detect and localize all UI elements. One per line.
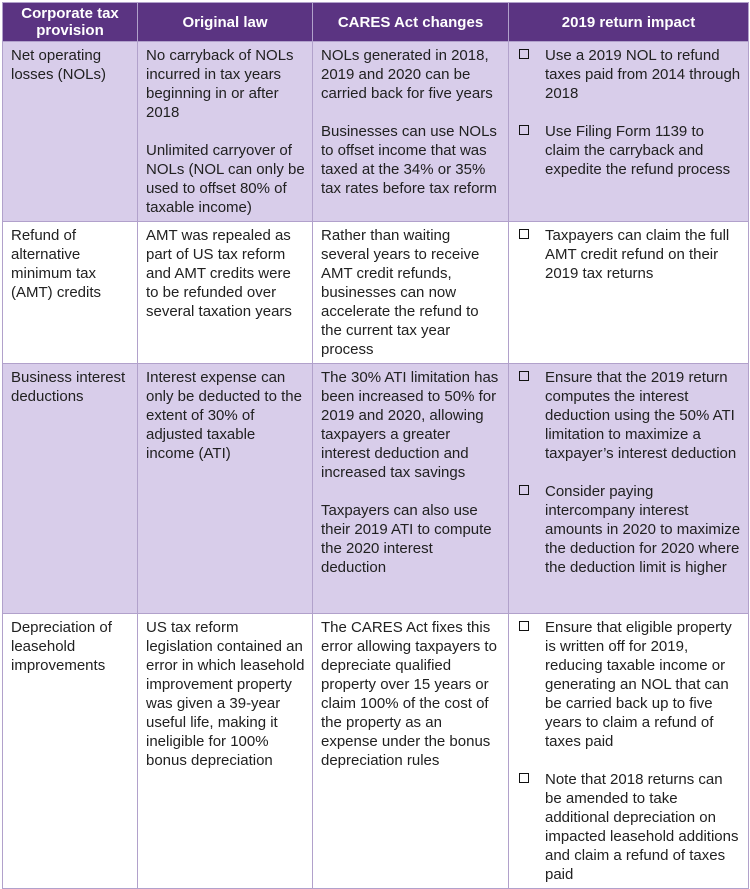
checklist-item-text: Ensure that the 2019 return computes the… bbox=[545, 369, 737, 462]
paragraph: The CARES Act fixes this error allowing … bbox=[321, 619, 497, 769]
cell-cares-changes: The 30% ATI limitation has been increase… bbox=[312, 363, 509, 614]
checklist-item: Consider paying intercompany interest am… bbox=[517, 482, 741, 577]
checklist-item-text: Note that 2018 returns can be amended to… bbox=[545, 771, 739, 883]
checklist-item: Note that 2018 returns can be amended to… bbox=[517, 770, 741, 884]
table-row-amt-credits: Refund of alternative minimum tax (AMT) … bbox=[2, 221, 749, 364]
paragraph: US tax reform legislation contained an e… bbox=[146, 619, 305, 769]
column-header-cares-act-changes: CARES Act changes bbox=[312, 2, 509, 42]
checklist-item-text: Ensure that eligible property is written… bbox=[545, 619, 732, 750]
checklist-item: Ensure that eligible property is written… bbox=[517, 618, 741, 751]
checkbox-icon bbox=[519, 371, 529, 381]
cell-original-law: US tax reform legislation contained an e… bbox=[137, 613, 313, 889]
provision-label: Net operating losses (NOLs) bbox=[11, 47, 107, 83]
column-header-corporate-tax-provision: Corporate tax provision bbox=[2, 2, 138, 42]
table-row-leasehold-depreciation: Depreciation of leasehold improvements U… bbox=[2, 613, 749, 889]
column-header-2019-return-impact: 2019 return impact bbox=[508, 2, 749, 42]
column-header-original-law: Original law bbox=[137, 2, 313, 42]
checklist-item: Taxpayers can claim the full AMT credit … bbox=[517, 226, 741, 283]
cell-return-impact: Ensure that the 2019 return computes the… bbox=[508, 363, 749, 614]
checkbox-icon bbox=[519, 49, 529, 59]
paragraph: Taxpayers can also use their 2019 ATI to… bbox=[321, 502, 492, 576]
paragraph: AMT was repealed as part of US tax refor… bbox=[146, 227, 292, 320]
checklist-item: Use a 2019 NOL to refund taxes paid from… bbox=[517, 46, 741, 103]
checklist-item-text: Use Filing Form 1139 to claim the carryb… bbox=[545, 123, 731, 178]
provision-label: Refund of alternative minimum tax (AMT) … bbox=[11, 227, 101, 301]
cell-original-law: Interest expense can only be deducted to… bbox=[137, 363, 313, 614]
checklist-item-text: Use a 2019 NOL to refund taxes paid from… bbox=[545, 47, 741, 102]
provision-label: Depreciation of leasehold improvements bbox=[11, 619, 112, 674]
checklist-item: Use Filing Form 1139 to claim the carryb… bbox=[517, 122, 741, 179]
checklist-item: Ensure that the 2019 return computes the… bbox=[517, 368, 741, 463]
cell-original-law: No carryback of NOLs incurred in tax yea… bbox=[137, 41, 313, 222]
cell-provision: Depreciation of leasehold improvements bbox=[2, 613, 138, 889]
checkbox-icon bbox=[519, 773, 529, 783]
cell-return-impact: Ensure that eligible property is written… bbox=[508, 613, 749, 889]
checkbox-icon bbox=[519, 485, 529, 495]
checklist-item-text: Consider paying intercompany interest am… bbox=[545, 483, 741, 576]
checkbox-icon bbox=[519, 621, 529, 631]
cell-cares-changes: NOLs generated in 2018, 2019 and 2020 ca… bbox=[312, 41, 509, 222]
table-row-interest-deductions: Business interest deductions Interest ex… bbox=[2, 363, 749, 614]
cell-original-law: AMT was repealed as part of US tax refor… bbox=[137, 221, 313, 364]
paragraph: Unlimited carryover of NOLs (NOL can onl… bbox=[146, 142, 305, 216]
paragraph: The 30% ATI limitation has been increase… bbox=[321, 369, 499, 481]
cell-return-impact: Use a 2019 NOL to refund taxes paid from… bbox=[508, 41, 749, 222]
cell-return-impact: Taxpayers can claim the full AMT credit … bbox=[508, 221, 749, 364]
paragraph: Interest expense can only be deducted to… bbox=[146, 369, 302, 462]
cell-cares-changes: Rather than waiting several years to rec… bbox=[312, 221, 509, 364]
paragraph: NOLs generated in 2018, 2019 and 2020 ca… bbox=[321, 47, 493, 102]
cell-cares-changes: The CARES Act fixes this error allowing … bbox=[312, 613, 509, 889]
checkbox-icon bbox=[519, 229, 529, 239]
paragraph: Rather than waiting several years to rec… bbox=[321, 227, 480, 358]
paragraph: Businesses can use NOLs to offset income… bbox=[321, 123, 497, 197]
cell-provision: Business interest deductions bbox=[2, 363, 138, 614]
table-row-nols: Net operating losses (NOLs) No carryback… bbox=[2, 41, 749, 222]
provision-label: Business interest deductions bbox=[11, 369, 126, 405]
checkbox-icon bbox=[519, 125, 529, 135]
checklist-item-text: Taxpayers can claim the full AMT credit … bbox=[545, 227, 730, 282]
cell-provision: Refund of alternative minimum tax (AMT) … bbox=[2, 221, 138, 364]
paragraph: No carryback of NOLs incurred in tax yea… bbox=[146, 47, 294, 121]
cell-provision: Net operating losses (NOLs) bbox=[2, 41, 138, 222]
header-row: Corporate tax provision Original law CAR… bbox=[2, 2, 749, 42]
